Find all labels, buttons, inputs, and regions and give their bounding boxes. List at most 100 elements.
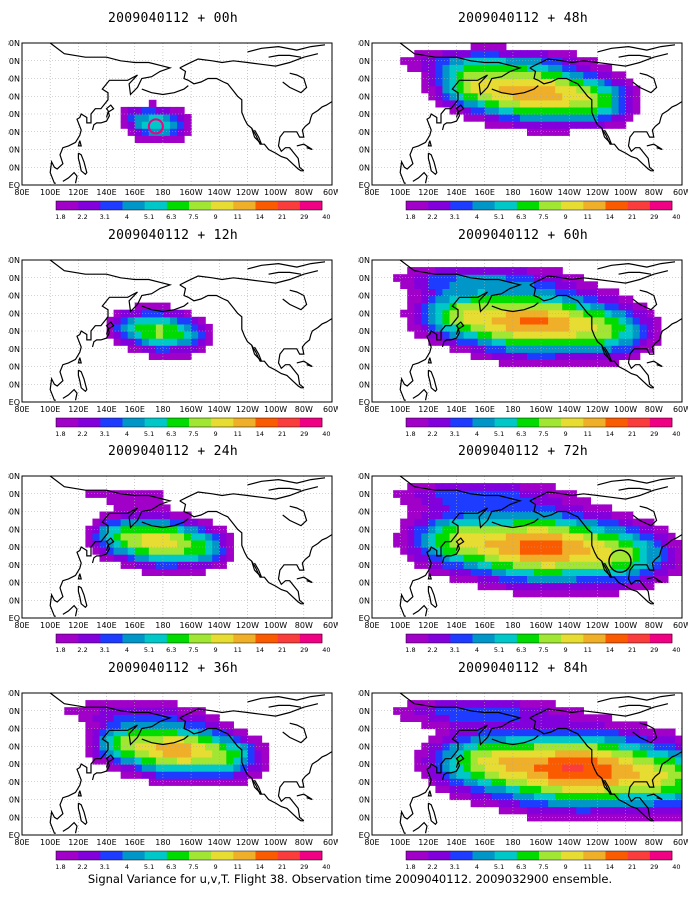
colorbar-swatch [56, 634, 79, 643]
field-cell [106, 764, 115, 772]
field-cell [477, 43, 486, 51]
field-cell [519, 106, 528, 115]
field-cell [534, 518, 542, 527]
field-cell [162, 714, 171, 722]
y-tick-label: EQ [359, 398, 370, 407]
y-tick-label: 80N [358, 39, 370, 48]
field-cell [604, 764, 613, 772]
field-cell [604, 575, 613, 584]
field-cell [169, 707, 178, 715]
field-cell [177, 764, 185, 772]
field-cell [618, 511, 627, 520]
field-cell [625, 345, 634, 353]
field-cell [660, 771, 669, 779]
colorbar-label: 14 [256, 646, 264, 653]
field-cell [442, 539, 451, 548]
field-cell [555, 756, 563, 765]
field-cell [618, 778, 627, 786]
field-cell [555, 490, 563, 498]
field-cell [604, 316, 613, 325]
field-cell [583, 532, 592, 541]
field-cell [477, 525, 486, 534]
field-cell [205, 539, 213, 548]
field-cell [169, 539, 178, 548]
field-cell [667, 785, 676, 793]
coastline [427, 152, 438, 176]
field-cell [519, 323, 528, 332]
field-cell [498, 785, 507, 793]
field-cell [618, 352, 627, 360]
field-cell [576, 359, 584, 368]
field-cell [134, 728, 143, 737]
field-cell [155, 707, 164, 715]
field-cell [470, 785, 479, 793]
colorbar-swatch [144, 418, 168, 427]
x-tick-label: 180 [505, 188, 520, 197]
field-cell [407, 707, 415, 715]
field-cell [512, 483, 521, 491]
field-cell [484, 302, 493, 311]
field-cell [534, 778, 542, 786]
field-cell [491, 714, 500, 722]
field-cell [261, 749, 270, 758]
colorbar-label: 4 [475, 430, 479, 437]
field-cell [569, 302, 577, 311]
field-cell [590, 525, 599, 534]
field-cell [141, 114, 150, 122]
field-cell [498, 359, 507, 368]
field-cell [491, 114, 500, 122]
field-cell [85, 525, 94, 534]
coastline [179, 486, 319, 502]
field-cell [85, 714, 94, 722]
field-cell [484, 267, 493, 275]
field-cell [604, 295, 613, 304]
field-cell [99, 532, 108, 541]
field-cell [562, 99, 570, 108]
field-cell [198, 547, 206, 555]
field-cell [611, 532, 620, 541]
field-cell [618, 338, 627, 346]
field-cell [162, 352, 171, 360]
field-cell [590, 121, 599, 129]
colorbar-label: 7.5 [538, 863, 548, 870]
field-cell [583, 497, 592, 505]
field-cell [569, 771, 577, 779]
field-cell [548, 490, 556, 498]
field-cell [512, 78, 521, 87]
field-cell [191, 735, 199, 744]
field-cell [639, 539, 648, 548]
field-cell [527, 778, 535, 786]
field-cell [155, 121, 164, 129]
colorbar-label: 4 [475, 213, 479, 220]
colorbar-label: 11 [584, 430, 592, 437]
field-cell [611, 121, 620, 129]
field-cell [184, 114, 192, 122]
field-cell [421, 50, 429, 58]
field-cell [505, 504, 514, 513]
field-cell [400, 57, 408, 65]
colorbar-swatch [233, 851, 256, 860]
field-cell [456, 338, 465, 346]
field-cell [414, 532, 422, 541]
field-cell [127, 114, 136, 122]
field-cell [477, 721, 486, 730]
field-cell [435, 490, 444, 498]
field-cell [527, 532, 535, 541]
field-cell [470, 778, 479, 786]
field-cell [113, 764, 122, 772]
colorbar-label: 29 [650, 213, 658, 220]
field-cell [597, 511, 606, 520]
x-tick-label: 60W [673, 621, 688, 630]
y-tick-label: 30N [358, 345, 370, 354]
coastline [268, 487, 302, 491]
x-tick-label: 120E [68, 188, 88, 197]
field-cell [653, 735, 662, 744]
field-cell [505, 302, 514, 311]
field-cell [463, 323, 472, 332]
field-cell [456, 99, 465, 108]
field-cell [477, 539, 486, 548]
field-cell [477, 309, 486, 318]
field-cell [421, 547, 429, 555]
field-cell [611, 778, 620, 786]
field-cell [155, 700, 164, 708]
